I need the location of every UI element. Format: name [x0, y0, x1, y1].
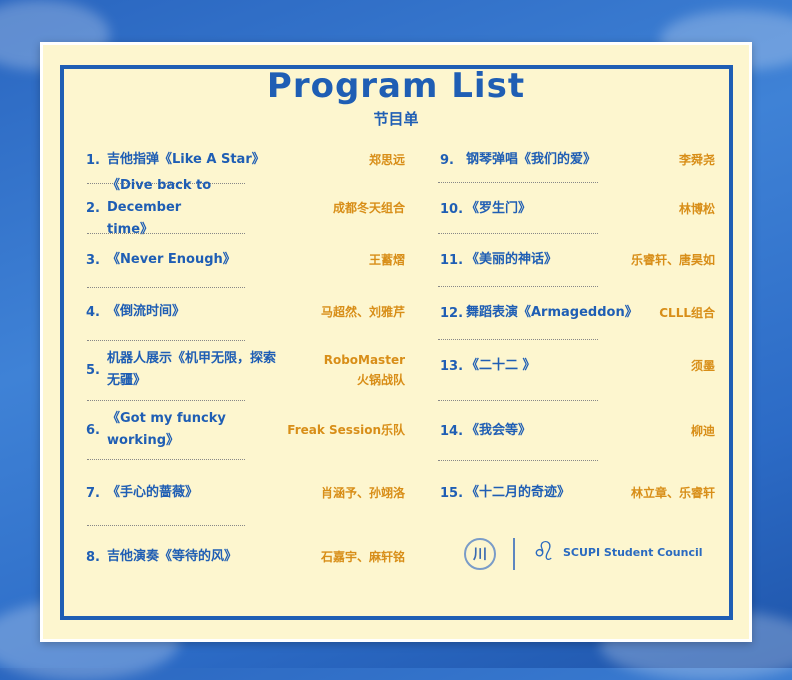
- program-title: 吉他指弹《Like A Star》: [107, 152, 265, 167]
- program-title: 机器人展示《机甲无限，探索无疆》: [107, 351, 277, 388]
- performer: 肖涵予、孙翊洛: [320, 486, 405, 500]
- page-title: Program List: [266, 66, 526, 106]
- program-number: 2.: [86, 200, 100, 216]
- performer: CLLL组合: [659, 306, 715, 320]
- program-title: 《Got my funcky working》: [107, 411, 226, 448]
- dotted-divider: [438, 182, 598, 183]
- program-number: 11.: [440, 252, 464, 268]
- lion-logo-icon: ♌: [532, 537, 556, 567]
- program-title: 《Dive back to December time》: [107, 178, 212, 237]
- program-number: 14.: [440, 423, 464, 439]
- performer: 王蓄熠: [368, 253, 405, 267]
- performer: 马超然、刘雅芹: [320, 305, 405, 319]
- program-item: 10. 《罗生门》: [440, 186, 531, 232]
- card-border: [60, 65, 733, 620]
- program-title: 吉他演奏《等待的风》: [107, 549, 238, 564]
- program-item: 4. 《倒流时间》: [86, 289, 185, 335]
- dotted-divider: [438, 339, 598, 340]
- program-number: 7.: [86, 485, 100, 501]
- program-item: 9. 钢琴弹唱《我们的爱》: [440, 137, 596, 183]
- program-item: 12. 舞蹈表演《Armageddon》: [440, 290, 638, 336]
- performer: 林立章、乐睿轩: [630, 486, 715, 500]
- program-title: 钢琴弹唱《我们的爱》: [466, 152, 597, 167]
- program-number: 4.: [86, 304, 100, 320]
- dotted-divider: [87, 183, 245, 184]
- program-number: 8.: [86, 549, 100, 565]
- dotted-divider: [87, 340, 245, 341]
- program-number: 12.: [440, 305, 464, 321]
- program-title: 《倒流时间》: [107, 304, 186, 319]
- performer: 乐睿轩、唐昊如: [630, 253, 715, 267]
- program-number: 15.: [440, 485, 464, 501]
- program-title: 舞蹈表演《Armageddon》: [466, 305, 638, 320]
- dotted-divider: [87, 525, 245, 526]
- program-number: 9.: [440, 152, 454, 168]
- dotted-divider: [438, 286, 598, 287]
- program-title: 《美丽的神话》: [466, 252, 558, 267]
- page-subtitle: 节目单: [373, 110, 419, 128]
- performer: RoboMaster 火锅战队: [323, 353, 405, 387]
- program-item: 5. 机器人展示《机甲无限，探索无疆》: [86, 347, 277, 393]
- performer: 石嘉宇、麻轩铭: [320, 550, 405, 564]
- program-number: 6.: [86, 422, 100, 438]
- program-item: 2. 《Dive back to December time》: [86, 178, 212, 237]
- performer: 须墨: [690, 359, 715, 373]
- program-item: 1. 吉他指弹《Like A Star》: [86, 137, 265, 183]
- program-item: 11. 《美丽的神话》: [440, 237, 557, 283]
- program-title: 《我会等》: [466, 423, 532, 438]
- dotted-divider: [438, 233, 598, 234]
- program-card: [40, 42, 752, 642]
- program-number: 5.: [86, 362, 100, 378]
- dotted-divider: [87, 459, 245, 460]
- program-title: 《手心的蔷薇》: [107, 485, 199, 500]
- program-number: 10.: [440, 201, 464, 217]
- performer: Freak Session乐队: [287, 423, 405, 437]
- program-number: 3.: [86, 252, 100, 268]
- performer: 李舜尧: [678, 153, 715, 167]
- program-item: 13. 《二十二 》: [440, 343, 536, 389]
- program-title: 《Never Enough》: [107, 252, 236, 267]
- program-item: 6. 《Got my funcky working》: [86, 407, 237, 453]
- program-item: 8. 吉他演奏《等待的风》: [86, 534, 237, 580]
- dotted-divider: [87, 400, 245, 401]
- program-number: 13.: [440, 358, 464, 374]
- program-item: 7. 《手心的蔷薇》: [86, 470, 198, 516]
- program-title: 《二十二 》: [466, 358, 536, 373]
- performer: 林博松: [678, 202, 715, 216]
- dotted-divider: [87, 233, 245, 234]
- dotted-divider: [438, 460, 598, 461]
- performer: 成都冬天组合: [332, 201, 405, 215]
- program-item: 3. 《Never Enough》: [86, 237, 236, 283]
- logo-divider: [513, 538, 515, 570]
- program-title: 《罗生门》: [466, 201, 532, 216]
- student-council-name: SCUPI Student Council: [563, 546, 703, 559]
- program-item: 15. 《十二月的奇迹》: [440, 470, 570, 516]
- dotted-divider: [438, 400, 598, 401]
- program-title: 《十二月的奇迹》: [466, 485, 571, 500]
- performer: 郑思远: [368, 153, 405, 167]
- school-logo: 川: [464, 538, 496, 570]
- program-item: 14. 《我会等》: [440, 408, 531, 454]
- dotted-divider: [87, 287, 245, 288]
- program-number: 1.: [86, 152, 100, 168]
- performer: 柳迪: [690, 424, 715, 438]
